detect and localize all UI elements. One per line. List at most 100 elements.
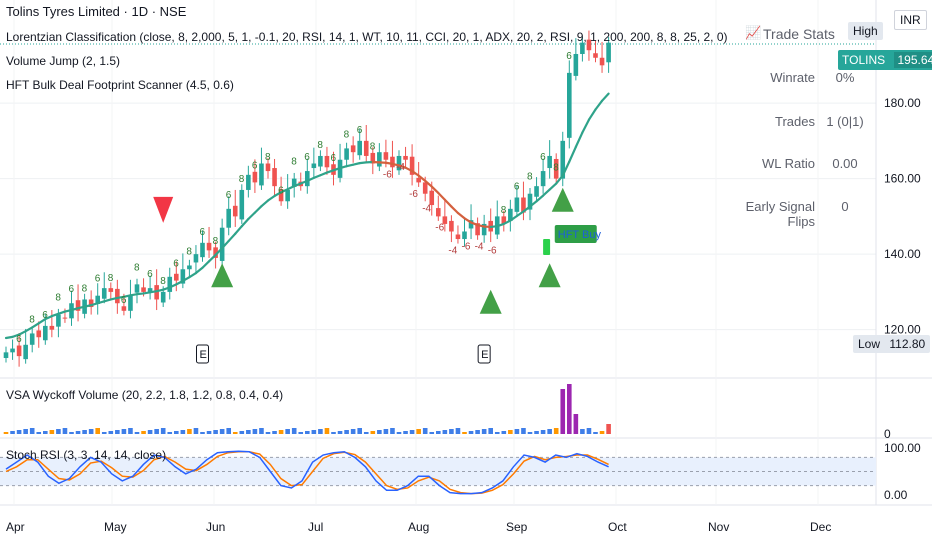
symbol-title[interactable]: Tolins Tyres Limited · 1D · NSE — [6, 4, 187, 19]
stats-value: 0% — [835, 70, 855, 85]
prediction-label: 6 — [514, 182, 520, 193]
price-tick-label: 160.00 — [884, 172, 921, 186]
kernel-segment — [293, 182, 302, 188]
kernel-segment — [587, 108, 597, 121]
kernel-segment — [404, 166, 414, 173]
prediction-label: 8 — [82, 283, 88, 294]
indicator-stoch-rsi[interactable]: Stoch RSI (3, 3, 14, 14, close) — [6, 448, 167, 462]
candle-body — [108, 288, 114, 292]
prediction-label: 8 — [186, 246, 192, 257]
indicator-hft-scanner[interactable]: HFT Bulk Deal Footprint Scanner (4.5, 0.… — [6, 78, 234, 92]
volume-bar — [232, 432, 238, 434]
candle-body — [468, 220, 474, 229]
prediction-label: 6 — [173, 259, 179, 270]
price-tick-label: 140.00 — [884, 247, 921, 261]
candle-body — [521, 197, 526, 213]
kernel-segment — [338, 165, 348, 170]
volume-bar — [121, 429, 127, 434]
kernel-segment — [502, 219, 512, 226]
prediction-label: 8 — [55, 293, 61, 304]
kernel-segment — [181, 276, 191, 283]
volume-bar — [488, 428, 493, 434]
candle-body — [560, 140, 566, 179]
candle-body — [580, 42, 585, 54]
candle-body — [534, 186, 539, 197]
candle-body — [370, 152, 376, 164]
prediction-label: -6 — [383, 170, 392, 181]
candle-body — [416, 177, 421, 183]
volume-bar — [167, 432, 173, 434]
volume-bar — [265, 432, 271, 434]
last-price: 195.64 — [894, 52, 932, 68]
prediction-label: 6 — [16, 334, 22, 345]
volume-bar — [475, 430, 480, 434]
volume-bar — [200, 432, 205, 434]
volume-bar — [95, 428, 100, 434]
candle-body — [586, 39, 592, 51]
volume-bar — [396, 432, 402, 434]
volume-bar — [128, 428, 133, 434]
volume-bar — [23, 429, 28, 434]
stats-key: WL Ratio — [762, 156, 815, 171]
kernel-segment — [260, 199, 270, 208]
volume-bar — [429, 432, 435, 434]
volume-bar — [534, 431, 539, 434]
candle-body — [547, 155, 552, 169]
candle-body — [291, 178, 297, 187]
currency-badge[interactable]: INR — [894, 10, 927, 30]
candle-body — [350, 145, 356, 153]
volume-bar — [75, 431, 81, 434]
buy-signal-triangle — [211, 263, 234, 288]
prediction-label: 6 — [566, 51, 572, 62]
kernel-segment — [129, 293, 139, 297]
prediction-label: 6 — [252, 160, 258, 171]
kernel-segment — [70, 307, 80, 312]
kernel-segment — [541, 188, 551, 197]
kernel-segment — [11, 333, 21, 338]
volume-bar — [246, 430, 251, 434]
kernel-segment — [96, 300, 106, 305]
kernel-segment — [221, 239, 230, 250]
prediction-label: -6 — [488, 245, 497, 256]
earnings-label: E — [200, 349, 207, 361]
candle-body — [16, 345, 22, 357]
volume-bar — [593, 432, 598, 434]
kernel-segment — [50, 312, 60, 318]
volume-bar — [305, 431, 310, 434]
volume-bar — [180, 430, 186, 434]
kernel-segment — [515, 210, 525, 218]
volume-bar — [383, 429, 389, 434]
volume-bar — [409, 430, 415, 434]
candle-body — [305, 171, 310, 187]
kernel-segment — [4, 335, 14, 340]
volume-bar — [101, 432, 107, 434]
volume-bar — [416, 429, 421, 434]
indicator-volume-jump[interactable]: Volume Jump (2, 1.5) — [6, 54, 121, 68]
high-badge[interactable]: High — [848, 22, 883, 40]
indicator-lorentzian[interactable]: Lorentzian Classification (close, 8, 2,0… — [6, 30, 728, 44]
kernel-segment — [63, 308, 73, 313]
prediction-label: 6 — [304, 152, 310, 163]
kernel-segment — [306, 176, 315, 182]
stoch-tick-label: 0.00 — [884, 488, 908, 502]
kernel-segment — [90, 302, 99, 307]
prediction-label: -6 — [462, 241, 471, 252]
volume-bar — [278, 430, 284, 434]
volume-bar — [259, 428, 264, 434]
volume-bar — [501, 431, 507, 434]
indicator-vsa[interactable]: VSA Wyckoff Volume (20, 2.2, 1.8, 1.2, 0… — [6, 388, 284, 402]
kernel-segment — [234, 225, 243, 235]
candle-body — [553, 158, 559, 179]
candle-body — [193, 254, 199, 263]
volume-bar — [174, 431, 179, 434]
kernel-segment — [273, 191, 283, 198]
volume-bar — [586, 428, 592, 434]
kernel-segment — [109, 296, 119, 301]
low-badge[interactable]: Low 112.80 — [853, 335, 931, 353]
kernel-segment — [299, 179, 309, 185]
volume-bar — [481, 429, 487, 434]
candle-body — [3, 352, 9, 359]
volume-bar — [115, 430, 120, 434]
volume-bar — [527, 432, 533, 434]
